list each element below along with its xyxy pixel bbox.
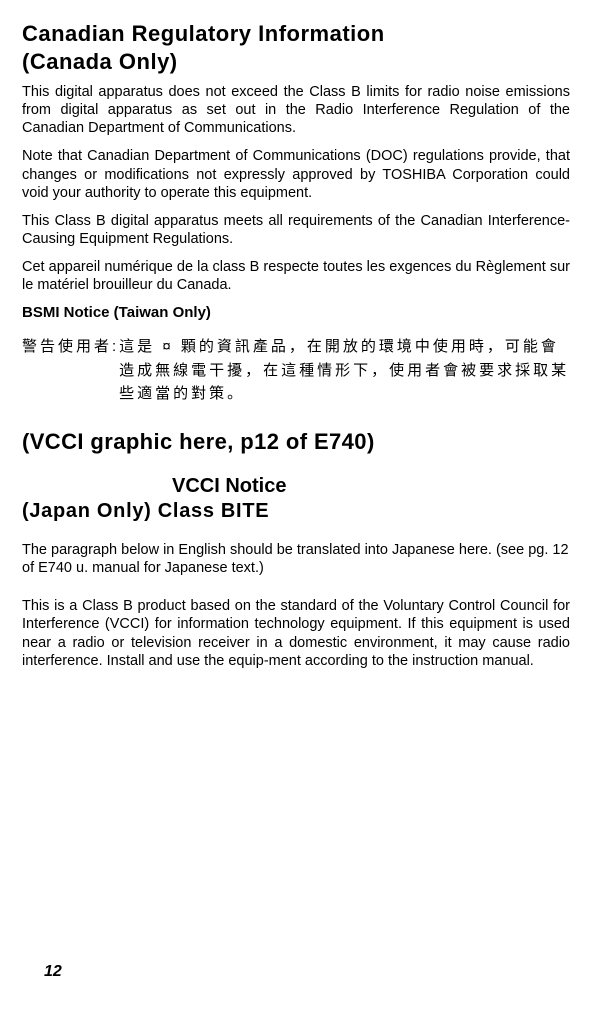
vcci-paragraph-1: The paragraph below in English should be…: [22, 541, 570, 577]
paragraph-1: This digital apparatus does not exceed t…: [22, 83, 570, 137]
bsmi-title: BSMI Notice (Taiwan Only): [22, 304, 570, 321]
page-container: Canadian Regulatory Information (Canada …: [22, 20, 570, 1003]
vcci-notice-title: VCCI Notice: [22, 475, 570, 498]
vcci-paragraph-2: This is a Class B product based on the s…: [22, 597, 570, 670]
bsmi-label: 警告使用者:: [22, 335, 119, 405]
paragraph-3: This Class B digital apparatus meets all…: [22, 212, 570, 248]
title-line2: (Canada Only): [22, 49, 178, 74]
paragraph-4: Cet appareil numérique de la class B res…: [22, 258, 570, 294]
bsmi-text: 這是 ¤ 顆的資訊產品，在開放的環境中使用時，可能會造成無線電干擾，在這種情形下…: [119, 335, 570, 405]
vcci-sub-title: (Japan Only) Class BITE: [22, 500, 570, 523]
page-title: Canadian Regulatory Information (Canada …: [22, 20, 570, 75]
page-number: 12: [44, 963, 62, 981]
paragraph-2: Note that Canadian Department of Communi…: [22, 147, 570, 201]
bsmi-row: 警告使用者: 這是 ¤ 顆的資訊產品，在開放的環境中使用時，可能會造成無線電干擾…: [22, 335, 570, 405]
title-line1: Canadian Regulatory Information: [22, 21, 385, 46]
vcci-graphic-placeholder: (VCCI graphic here, p12 of E740): [22, 429, 570, 455]
